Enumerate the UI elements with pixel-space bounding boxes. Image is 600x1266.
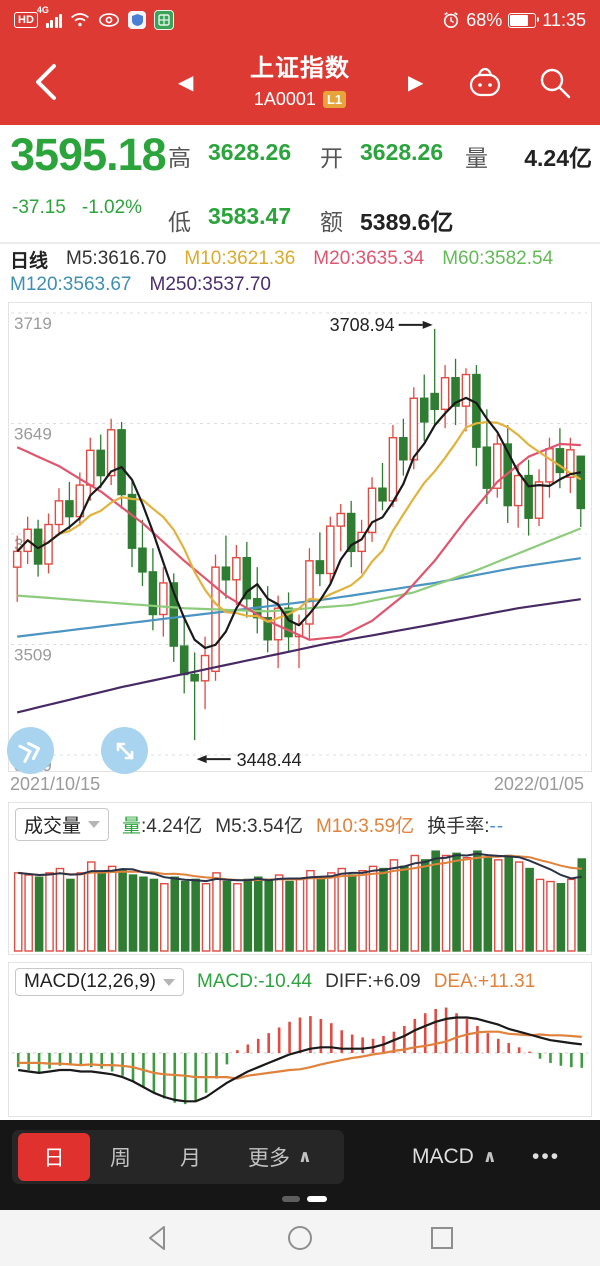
volume-chart [13,850,587,952]
tab-daily[interactable]: 日 [18,1133,90,1181]
back-button[interactable] [28,62,64,102]
eye-protection-icon [99,13,120,27]
ma250-label: M250:3537.70 [149,274,272,295]
previous-stock-button[interactable]: ◀ [178,72,194,94]
high-value: 3628.26 [208,139,292,165]
ma-legend: 日线 M5:3616.70 M10:3621.36 M20:3635.34 M6… [10,246,592,298]
macd-value: MACD:-10.44 [197,971,313,992]
chevron-up-icon: ∧ [482,1147,497,1166]
low-label: 低 [168,209,191,235]
svg-text:3649: 3649 [14,425,52,444]
chevron-down-icon [88,821,101,828]
svg-text:3708.94: 3708.94 [330,315,395,335]
turnover: 换手率:-- [427,816,505,837]
nav-back-icon[interactable] [143,1223,173,1253]
section-divider [0,242,600,244]
period-label: 日线 [10,250,49,272]
chevron-up-icon: ∧ [298,1147,312,1166]
open-value: 3628.26 [360,139,444,165]
hd-icon: HD [14,12,38,28]
diff-value: DIFF:+6.09 [325,971,421,992]
tab-monthly[interactable]: 月 [180,1147,201,1170]
ma60-label: M60:3582.54 [442,248,554,269]
quote-section: 3595.18 -37.15 -1.02% 高 3628.26 开 3628.2… [0,125,600,242]
bottom-toolbar: 日 周 月 更多 ∧ MACD ∧ ••• [0,1120,600,1210]
svg-text:3719: 3719 [14,314,52,333]
amount-label: 额 [320,209,343,235]
macd-panel: MACD(12,26,9) MACD:-10.44 DIFF:+6.09 DEA… [8,962,592,1117]
low-value: 3583.47 [208,203,292,229]
nav-home-icon[interactable] [285,1223,315,1253]
macd-indicator-select[interactable]: MACD(12,26,9) [15,968,184,996]
zoom-expand-button[interactable] [101,727,148,774]
wifi-icon [71,13,90,27]
price-change: -37.15 -1.02% [12,197,142,219]
battery-icon [508,12,540,28]
android-nav-bar [0,1210,600,1266]
volume-ma10: M10:3.59亿 [315,816,415,837]
high-label: 高 [168,145,191,171]
overflow-menu-button[interactable]: ••• [532,1145,561,1168]
stock-code: 1A0001 [253,89,316,109]
volume-panel: 成交量 量:4.24亿 M5:3.54亿 M10:3.59亿 换手率:-- [8,802,592,955]
tab-weekly[interactable]: 周 [110,1147,131,1170]
signal-strength-icon: 4G [37,5,63,28]
current-price: 3595.18 [10,129,167,180]
ma10-label: M10:3621.36 [184,248,296,269]
grid-app-icon [154,10,175,30]
l1-badge: L1 [322,91,347,108]
status-bar: HD 4G 68% 11:35 [0,0,600,40]
title-block: 上证指数 1A0001 L1 [150,48,450,110]
svg-text:3509: 3509 [14,646,52,665]
change-value: -37.15 [12,197,66,218]
page-indicator [282,1196,327,1202]
volume-readout: 量:4.24亿 [122,816,203,837]
clock-time: 11:35 [542,9,586,30]
volume-value: 4.24亿 [524,145,592,171]
search-icon[interactable] [536,64,574,102]
ma5-label: M5:3616.70 [66,248,167,269]
app-header: ◀ 上证指数 1A0001 L1 ▶ [0,40,600,125]
volume-indicator-select[interactable]: 成交量 [15,808,110,841]
next-stock-button[interactable]: ▶ [408,72,424,94]
amount-value: 5389.6亿 [360,209,454,235]
dea-value: DEA:+11.31 [433,971,536,992]
ma20-label: M20:3635.34 [313,248,425,269]
battery-percent: 68% [466,9,503,30]
start-date: 2021/10/15 [10,774,101,794]
change-percent: -1.02% [81,197,143,218]
end-date: 2022/01/05 [493,774,584,794]
nav-recents-icon[interactable] [427,1223,457,1253]
stock-title: 上证指数 [250,55,350,82]
ai-assistant-icon[interactable] [466,64,504,102]
volume-ma5: M5:3.54亿 [215,816,303,837]
open-label: 开 [320,145,343,171]
ma120-label: M120:3563.67 [10,274,132,295]
macd-chart [12,1007,588,1105]
indicator-switch-button[interactable]: MACD ∧ [412,1145,497,1168]
alarm-clock-icon [444,12,459,29]
chevron-down-icon [163,978,175,986]
svg-text:3448.44: 3448.44 [237,750,302,770]
volume-label: 量 [465,145,488,171]
tab-more[interactable]: 更多 ∧ [248,1147,312,1170]
date-axis: 2021/10/15 2022/01/05 [0,774,600,800]
fast-backward-button[interactable] [7,727,54,774]
shield-app-icon [128,11,147,29]
